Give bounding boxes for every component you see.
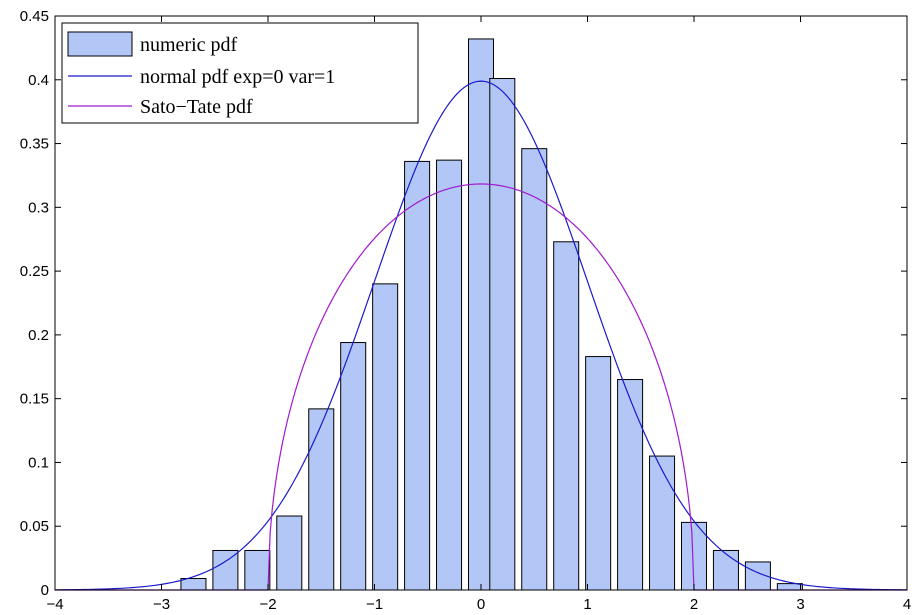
y-tick-label: 0.1 <box>28 454 49 471</box>
y-tick-label: 0.15 <box>20 391 49 408</box>
bar-2 <box>244 549 271 591</box>
bar-15 <box>649 455 676 591</box>
legend: numeric pdf normal pdf exp=0 var=1 Sato−… <box>61 22 419 124</box>
y-tick-label: 0.3 <box>28 199 49 216</box>
x-tick-label: −4 <box>46 596 63 613</box>
y-tick-label: 0.35 <box>20 136 49 153</box>
legend-label-sato-tate-pdf: Sato−Tate pdf <box>140 96 253 118</box>
y-tick-label: 0.45 <box>20 8 49 25</box>
x-tick-label: 1 <box>583 596 591 613</box>
bar-14 <box>617 379 644 591</box>
y-tick-label: 0.2 <box>28 327 49 344</box>
bar-5 <box>340 342 367 591</box>
bar-7 <box>404 160 431 591</box>
y-tick-label: 0 <box>41 582 49 599</box>
bar-11 <box>521 148 548 591</box>
axis-ticks: −4 −3 −2 −1 0 1 2 3 4 0 0.05 0.1 0.15 0.2 0.25 0.3 0.35 0… <box>20 8 911 613</box>
x-tick-label: −1 <box>366 596 383 613</box>
bar-10 <box>489 78 516 591</box>
bar-13 <box>585 356 612 591</box>
bar-3 <box>276 515 303 591</box>
x-tick-label: 2 <box>690 596 698 613</box>
legend-swatch-numeric-pdf <box>67 31 133 57</box>
normal-pdf-curve <box>54 80 908 591</box>
bar-12 <box>553 241 580 591</box>
bar-8 <box>436 159 463 591</box>
bar-0 <box>180 578 207 591</box>
bar-1 <box>212 549 239 591</box>
x-tick-label: 0 <box>477 596 485 613</box>
x-tick-label: 3 <box>796 596 804 613</box>
y-tick-label: 0.4 <box>28 72 49 89</box>
y-tick-label: 0.05 <box>20 518 49 535</box>
bar-17 <box>712 549 739 591</box>
x-tick-label: −2 <box>259 596 276 613</box>
x-tick-label: 4 <box>903 596 911 613</box>
bar-6 <box>372 283 399 591</box>
legend-label-normal-pdf: normal pdf exp=0 var=1 <box>140 66 335 88</box>
y-tick-label: 0.25 <box>20 263 49 280</box>
bar-4 <box>308 408 335 591</box>
x-tick-label: −3 <box>153 596 170 613</box>
legend-label-numeric-pdf: numeric pdf <box>140 34 238 56</box>
